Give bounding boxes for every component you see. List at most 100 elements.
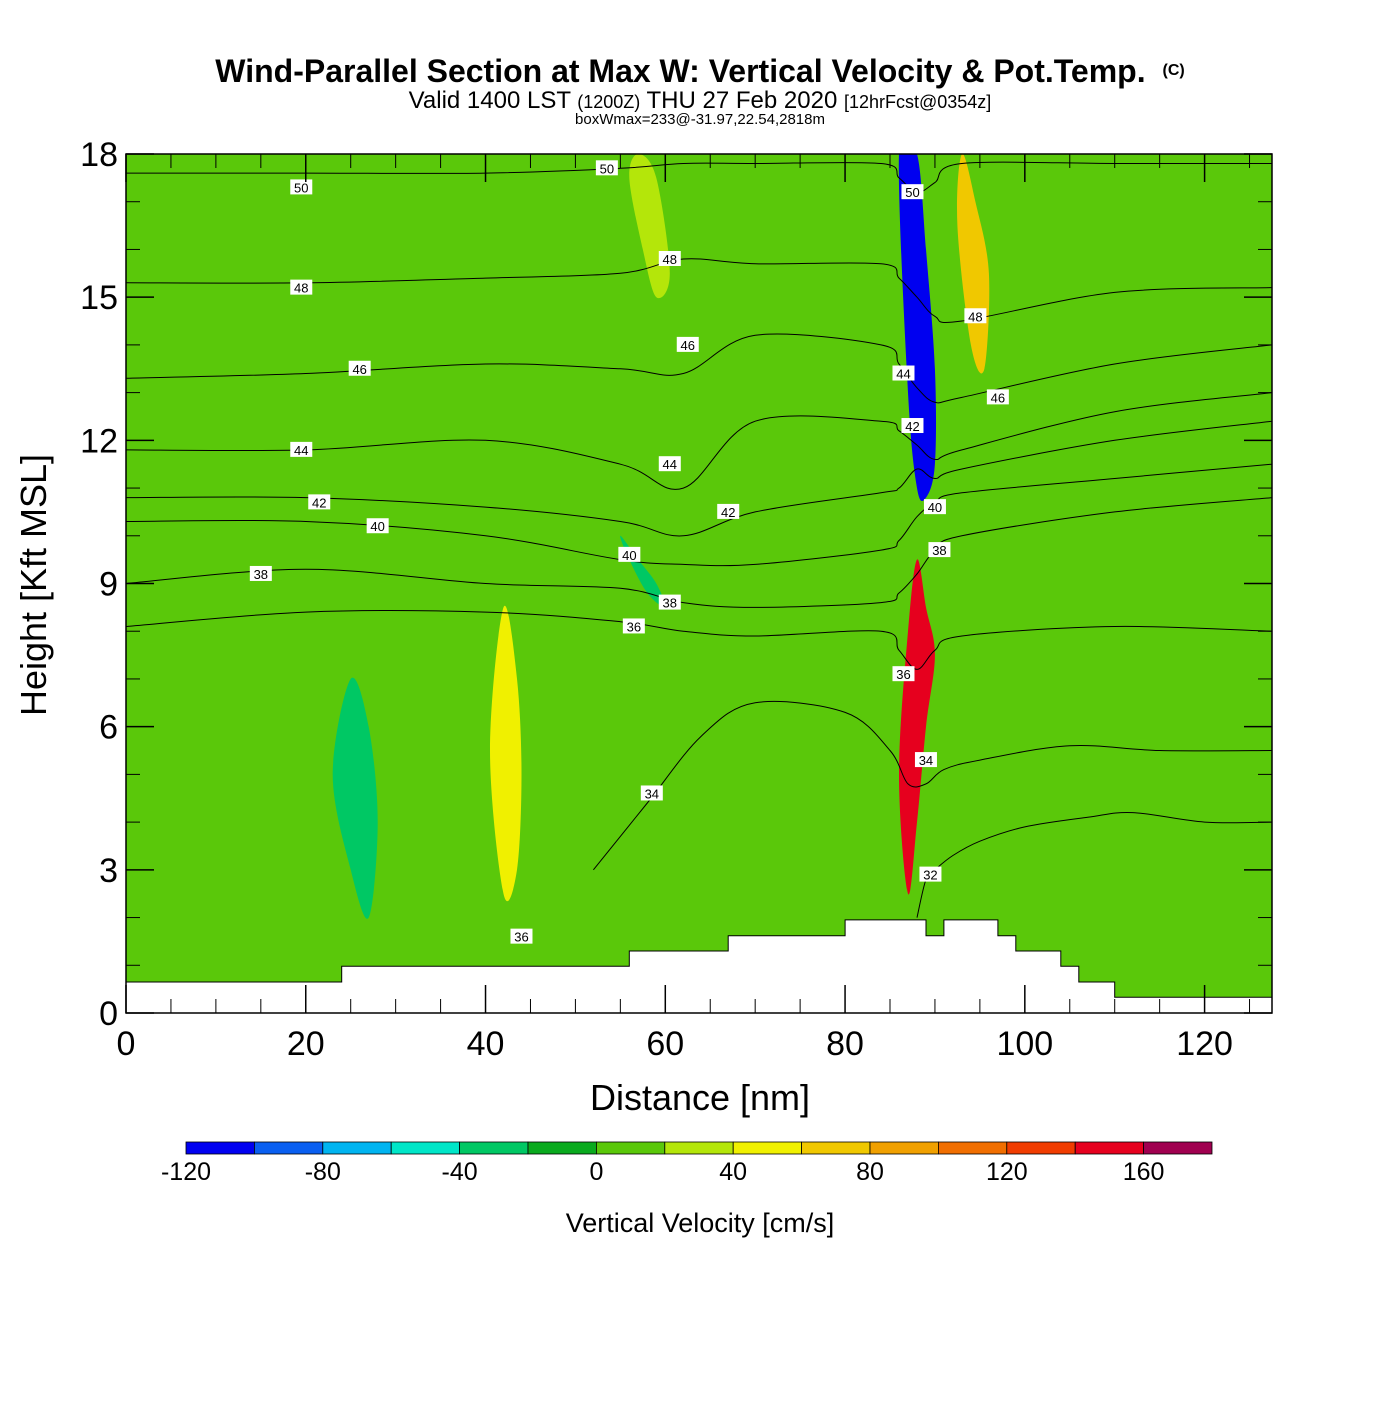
contour-label: 34 xyxy=(914,752,937,768)
chart-title: Wind-Parallel Section at Max W: Vertical… xyxy=(215,53,1184,89)
svg-text:50: 50 xyxy=(600,161,614,176)
x-tick-label: 100 xyxy=(996,1025,1053,1063)
velocity-feature xyxy=(899,559,935,895)
svg-text:38: 38 xyxy=(663,596,677,611)
colorbar-swatch xyxy=(459,1141,529,1155)
colorbar-swatch xyxy=(732,1141,803,1155)
x-axis-label: Distance [nm] xyxy=(590,1077,810,1118)
contour-label: 36 xyxy=(622,618,645,634)
svg-text:48: 48 xyxy=(968,309,982,324)
copyright-mark: (C) xyxy=(1163,62,1185,79)
contour-label: 46 xyxy=(348,360,371,377)
contour-label: 38 xyxy=(249,565,272,582)
y-tick-label: 15 xyxy=(80,279,118,317)
colorbar-tick-label: 160 xyxy=(1123,1158,1165,1186)
x-tick-label: 20 xyxy=(287,1025,325,1063)
colorbar-tick-label: -120 xyxy=(161,1158,211,1186)
contour-label: 36 xyxy=(510,928,533,945)
velocity-feature xyxy=(898,154,937,501)
colorbar-swatch xyxy=(664,1141,734,1155)
contour-label: 40 xyxy=(366,518,389,534)
subtitle-utc: (1200Z) xyxy=(577,92,640,112)
svg-text:46: 46 xyxy=(991,390,1005,405)
svg-text:42: 42 xyxy=(721,505,735,520)
theta-contour-line xyxy=(126,161,1272,193)
colorbar-swatch xyxy=(596,1141,666,1155)
colorbar-tick-label: -40 xyxy=(442,1158,478,1186)
axes: 0 20 40 60 80 100 120 0 36 9 12 15 18 xyxy=(80,136,1273,1063)
contour-label: 50 xyxy=(595,160,618,176)
colorbar-swatch xyxy=(1143,1141,1213,1155)
colorbar-swatch xyxy=(1006,1141,1076,1155)
x-tick-label: 0 xyxy=(117,1025,136,1063)
y-tick-label: 6 xyxy=(99,709,118,747)
svg-text:50: 50 xyxy=(905,185,919,200)
subtitle-date: THU 27 Feb 2020 xyxy=(647,87,838,114)
contour-label: 40 xyxy=(618,546,641,563)
contour-label: 32 xyxy=(919,866,942,883)
contour-label: 38 xyxy=(658,594,681,611)
theta-contour-line xyxy=(593,700,1272,871)
colorbar-swatch xyxy=(938,1141,1008,1155)
svg-text:48: 48 xyxy=(663,252,677,267)
x-tick-label: 40 xyxy=(467,1025,505,1063)
svg-text:42: 42 xyxy=(312,495,326,510)
svg-text:38: 38 xyxy=(254,567,268,582)
contour-label: 48 xyxy=(964,308,987,324)
svg-text:34: 34 xyxy=(919,753,933,768)
colorbar-swatch xyxy=(869,1141,939,1155)
svg-text:46: 46 xyxy=(681,338,695,353)
contour-label: 44 xyxy=(290,441,313,458)
svg-text:46: 46 xyxy=(352,362,366,377)
theta-contour-line xyxy=(126,258,1272,324)
svg-text:42: 42 xyxy=(905,419,919,434)
plot-area: 50 50 50 48 48 48 46 46 46 44 44 44 42 42 42 40 40 40 38 38… xyxy=(126,154,1272,1013)
terrain xyxy=(126,919,1272,1013)
subtitle-forecast: [12hrFcst@0354z] xyxy=(844,92,991,112)
theta-contour-line xyxy=(126,392,1272,490)
y-tick-label: 0 xyxy=(99,995,118,1033)
colorbar-swatch xyxy=(253,1141,324,1155)
contour-label: 42 xyxy=(717,503,740,520)
colorbar-tick-label: 120 xyxy=(986,1158,1028,1186)
theta-contour-line xyxy=(126,420,1272,537)
contour-label: 46 xyxy=(676,336,699,353)
svg-text:40: 40 xyxy=(928,500,942,515)
colorbar-label: Vertical Velocity [cm/s] xyxy=(566,1208,835,1238)
contour-label: 46 xyxy=(986,389,1009,405)
svg-text:38: 38 xyxy=(932,543,946,558)
colorbar-swatch xyxy=(527,1141,597,1155)
contour-label: 44 xyxy=(658,456,681,472)
y-tick-label: 9 xyxy=(99,566,118,604)
svg-text:32: 32 xyxy=(923,868,937,883)
contour-label: 44 xyxy=(892,365,915,382)
colorbar-swatch xyxy=(185,1141,255,1155)
colorbar-tick-label: 80 xyxy=(856,1158,884,1186)
y-tick-label: 18 xyxy=(80,136,118,174)
svg-text:34: 34 xyxy=(645,786,659,801)
x-tick-label: 80 xyxy=(826,1025,864,1063)
subtitle-valid: Valid 1400 LST xyxy=(409,87,572,114)
contour-label: 38 xyxy=(928,542,951,558)
contour-label: 50 xyxy=(290,179,313,195)
svg-text:36: 36 xyxy=(627,619,641,634)
chart-title-main: Wind-Parallel Section at Max W: Vertical… xyxy=(215,53,1145,89)
colorbar-tick-label: 0 xyxy=(589,1158,603,1186)
svg-text:40: 40 xyxy=(622,548,636,563)
colorbar: -120 -80 -40 0 40 80 120 160 xyxy=(161,1141,1213,1186)
theta-contour-line xyxy=(126,463,1272,567)
contour-label: 48 xyxy=(658,250,681,267)
svg-text:36: 36 xyxy=(514,930,528,945)
contour-label: 48 xyxy=(290,279,313,296)
contour-label: 42 xyxy=(308,494,331,510)
velocity-feature xyxy=(490,605,522,902)
svg-text:50: 50 xyxy=(294,180,308,195)
theta-contour-line xyxy=(126,610,1272,670)
x-tick-label: 60 xyxy=(646,1025,684,1063)
x-tick-label: 120 xyxy=(1176,1025,1233,1063)
y-tick-label: 12 xyxy=(80,422,118,460)
colorbar-swatch xyxy=(390,1141,461,1155)
colorbar-swatch xyxy=(1074,1141,1144,1155)
chart-subtitle: Valid 1400 LST (1200Z) THU 27 Feb 2020 [… xyxy=(409,87,992,114)
